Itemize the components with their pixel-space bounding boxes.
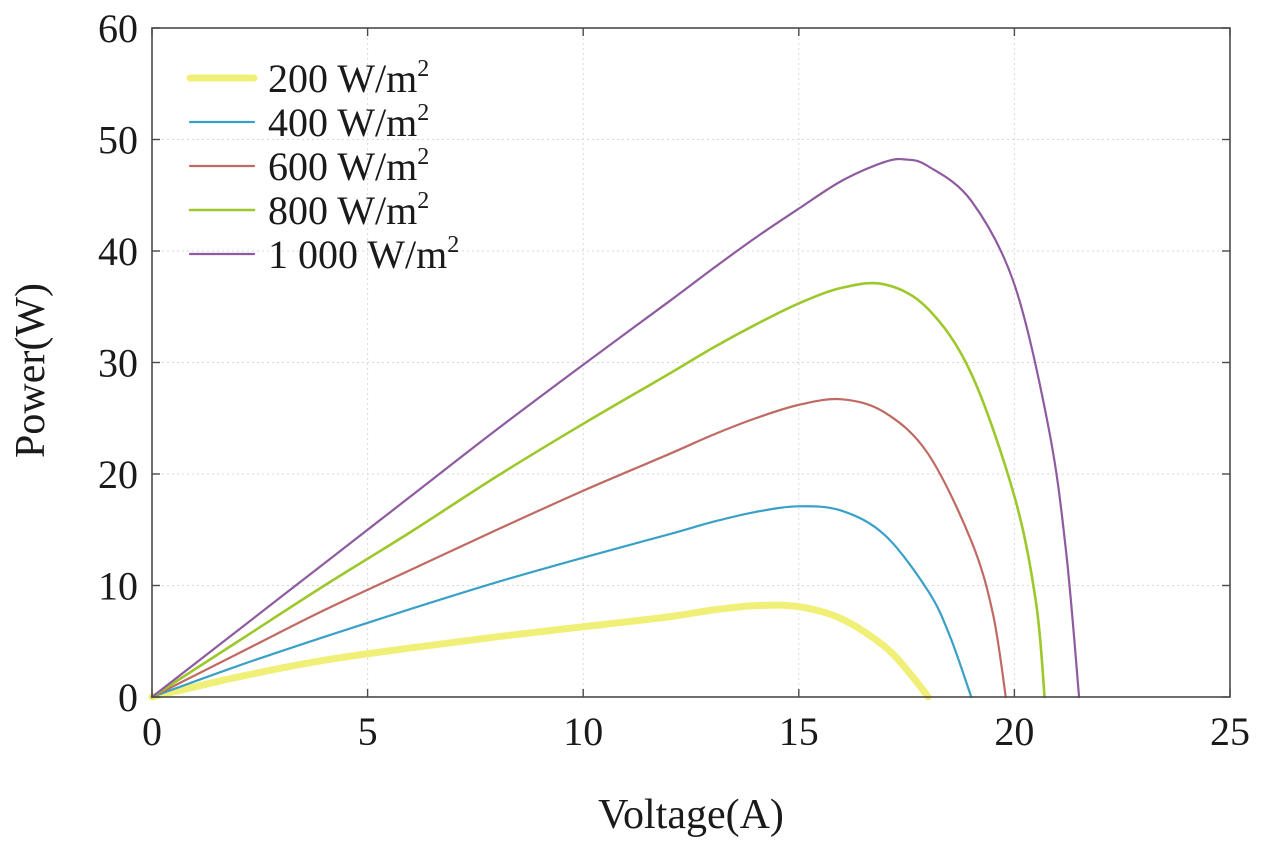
legend-item: 800 W/m2 bbox=[188, 188, 429, 233]
legend-label: 800 W/m2 bbox=[268, 188, 429, 233]
x-axis-title: Voltage(A) bbox=[598, 792, 784, 838]
legend-item: 600 W/m2 bbox=[188, 144, 429, 189]
legend-label-text: 200 W/m bbox=[268, 56, 417, 101]
legend-label-text: 800 W/m bbox=[268, 188, 417, 233]
legend-item: 200 W/m2 bbox=[186, 56, 429, 101]
x-tick-label: 10 bbox=[563, 709, 603, 754]
y-axis-title: Power(W) bbox=[8, 283, 54, 458]
legend-label: 600 W/m2 bbox=[268, 144, 429, 189]
x-tick-label: 0 bbox=[142, 709, 162, 754]
y-tick-label: 40 bbox=[98, 229, 138, 274]
legend-label-superscript: 2 bbox=[447, 232, 459, 258]
legend-label-superscript: 2 bbox=[417, 188, 429, 214]
legend-label-text: 600 W/m bbox=[268, 144, 417, 189]
legend-label: 200 W/m2 bbox=[268, 56, 429, 101]
y-tick-label: 10 bbox=[98, 564, 138, 609]
legend-item: 400 W/m2 bbox=[188, 100, 429, 145]
series-line-4 bbox=[150, 281, 1046, 699]
series-line-3 bbox=[150, 397, 1007, 699]
y-tick-label: 0 bbox=[118, 675, 138, 720]
x-tick-label: 20 bbox=[994, 709, 1034, 754]
legend-label-superscript: 2 bbox=[417, 100, 429, 126]
series-line-1 bbox=[148, 601, 932, 701]
legend-label-superscript: 2 bbox=[417, 56, 429, 82]
legend-item: 1 000 W/m2 bbox=[188, 232, 459, 277]
x-tick-label: 5 bbox=[358, 709, 378, 754]
series-line-2 bbox=[150, 505, 973, 699]
legend-label-superscript: 2 bbox=[417, 144, 429, 170]
series-line-5 bbox=[150, 157, 1081, 699]
y-tick-label: 60 bbox=[98, 6, 138, 51]
legend-label-text: 400 W/m bbox=[268, 100, 417, 145]
legend-label-text: 1 000 W/m bbox=[268, 232, 447, 277]
legend-label: 1 000 W/m2 bbox=[268, 232, 459, 277]
legend-label: 400 W/m2 bbox=[268, 100, 429, 145]
y-tick-label: 20 bbox=[98, 452, 138, 497]
x-tick-label: 15 bbox=[779, 709, 819, 754]
y-tick-label: 50 bbox=[98, 118, 138, 163]
series-lines bbox=[148, 157, 1081, 701]
grid bbox=[152, 28, 1230, 697]
x-tick-label: 25 bbox=[1210, 709, 1250, 754]
axis-ticks: 0 5 10 15 20 25 0 10 20 30 40 50 60 bbox=[98, 6, 1250, 754]
y-tick-label: 30 bbox=[98, 341, 138, 386]
